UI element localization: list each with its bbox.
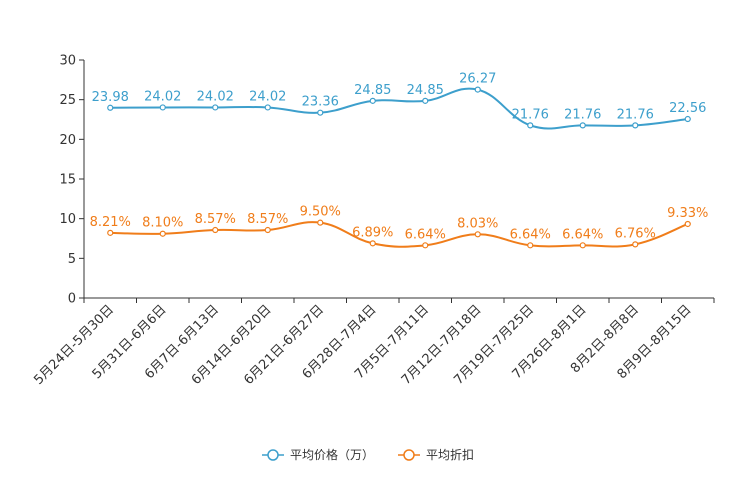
- data-point[interactable]: [317, 109, 324, 116]
- data-label: 6.64%: [510, 227, 551, 242]
- data-point[interactable]: [422, 242, 429, 249]
- data-label: 24.85: [407, 83, 444, 98]
- data-label: 9.33%: [667, 206, 708, 221]
- legend: 平均价格（万） 平均折扣: [262, 447, 474, 462]
- legend-marker-icon: [267, 449, 279, 461]
- data-point[interactable]: [684, 220, 691, 228]
- data-point[interactable]: [632, 241, 639, 248]
- data-point[interactable]: [632, 122, 639, 129]
- data-label: 8.57%: [195, 212, 236, 227]
- y-tick-label: 0: [68, 292, 76, 307]
- data-label: 21.76: [512, 107, 549, 122]
- data-label: 9.50%: [300, 205, 341, 220]
- data-label: 22.56: [669, 101, 706, 116]
- data-label: 8.57%: [247, 212, 288, 227]
- y-tick-label: 15: [59, 173, 76, 188]
- data-point[interactable]: [317, 219, 324, 226]
- y-tick-label: 20: [59, 133, 76, 148]
- y-tick-label: 25: [59, 93, 76, 108]
- data-point[interactable]: [527, 122, 534, 129]
- data-point[interactable]: [474, 86, 481, 93]
- data-point[interactable]: [212, 226, 219, 234]
- data-label: 8.03%: [457, 216, 498, 231]
- series-1: 23.98 24.02 24.02 24.02 23.36 24.85 24.85 26.27…: [92, 72, 706, 130]
- data-point[interactable]: [474, 231, 481, 238]
- data-label: 24.02: [144, 89, 181, 104]
- series-line: [110, 221, 689, 248]
- data-point[interactable]: [264, 226, 271, 234]
- series-layer: 23.98 24.02 24.02 24.02 23.36 24.85 24.85 26.27…: [90, 72, 708, 249]
- data-label: 24.02: [197, 89, 234, 104]
- data-point[interactable]: [212, 104, 219, 111]
- data-label: 21.76: [617, 107, 654, 122]
- data-point[interactable]: [579, 122, 586, 129]
- x-axis: 5月24日-5月30日5月31日-6月6日6月7日-6月13日6月14日-6月2…: [31, 297, 715, 388]
- data-label: 6.64%: [405, 227, 446, 242]
- data-label: 8.10%: [142, 216, 183, 231]
- data-label: 24.85: [354, 83, 391, 98]
- data-point[interactable]: [159, 230, 166, 237]
- legend-marker-icon: [403, 449, 415, 461]
- legend-label: 平均折扣: [426, 447, 474, 462]
- data-label: 23.98: [92, 90, 129, 105]
- data-label: 6.76%: [615, 226, 656, 241]
- data-point[interactable]: [422, 97, 429, 104]
- data-label: 6.64%: [562, 227, 603, 242]
- data-point[interactable]: [527, 242, 534, 249]
- data-point[interactable]: [107, 104, 114, 111]
- data-label: 24.02: [249, 89, 286, 104]
- data-label: 23.36: [302, 95, 339, 110]
- series-line: [110, 87, 688, 130]
- data-label: 21.76: [564, 107, 601, 122]
- data-point[interactable]: [159, 104, 166, 111]
- y-tick-label: 30: [59, 54, 76, 69]
- data-label: 8.21%: [90, 215, 131, 230]
- y-axis: 0 5 10 15 20 25 30: [59, 54, 85, 307]
- y-tick-label: 5: [68, 252, 76, 267]
- data-point[interactable]: [107, 229, 114, 236]
- data-point[interactable]: [369, 240, 376, 247]
- data-point[interactable]: [579, 242, 586, 249]
- data-point[interactable]: [264, 104, 271, 111]
- legend-item-2[interactable]: 平均折扣: [398, 447, 474, 462]
- data-label: 26.27: [459, 72, 496, 87]
- y-tick-label: 10: [59, 212, 76, 227]
- legend-item-1[interactable]: 平均价格（万）: [262, 447, 374, 462]
- legend-label: 平均价格（万）: [290, 447, 374, 462]
- data-label: 6.89%: [352, 225, 393, 240]
- data-point[interactable]: [684, 115, 691, 123]
- data-point[interactable]: [369, 97, 376, 104]
- series-2: 8.21% 8.10% 8.57% 8.57% 9.50% 6.89% 6.64% 8.03%…: [90, 205, 708, 249]
